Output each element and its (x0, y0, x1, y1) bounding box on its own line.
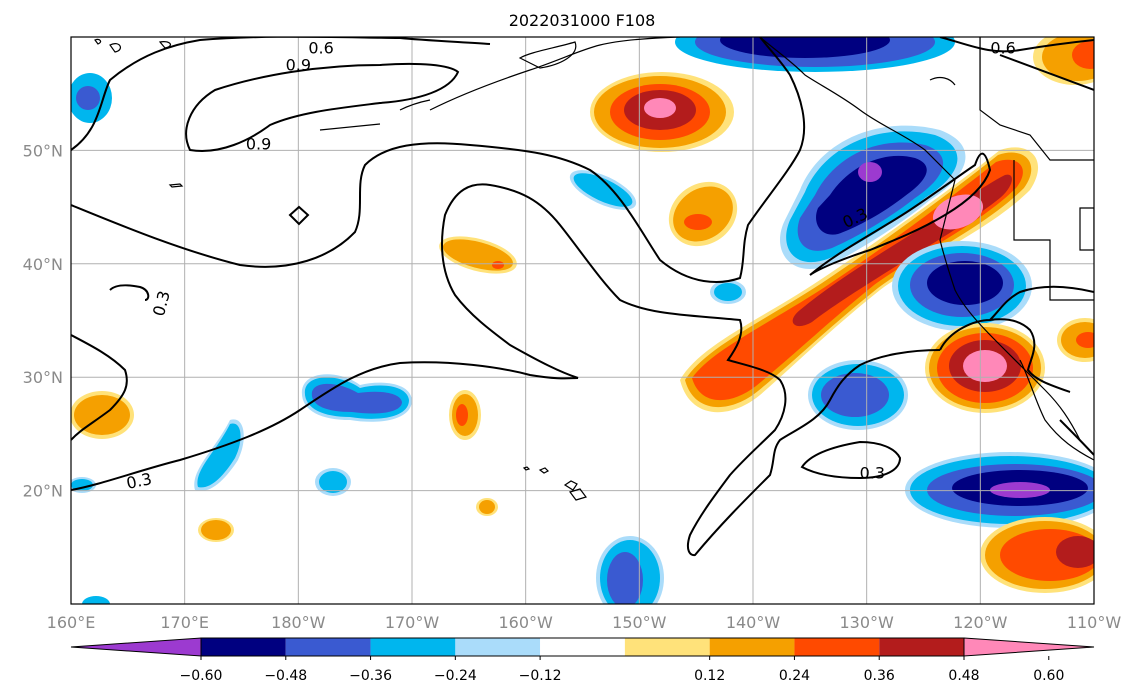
pos-anomaly-east-small (1057, 318, 1094, 362)
neg-anomaly-aleutian-west (71, 73, 112, 123)
coastlines (94, 37, 1094, 501)
y-tick-label: 20°N (23, 482, 63, 501)
colorbar-segment (70, 637, 202, 657)
neg-anomaly-gulf-alaska-north (675, 37, 955, 72)
contour-label: 0.9 (286, 55, 311, 74)
gridlines (71, 37, 1094, 604)
neg-anomaly-northeast-pacific (780, 125, 966, 269)
colorbar-segment (794, 638, 880, 656)
pos-anomaly-tropical-east (980, 517, 1094, 593)
contour-lines (71, 37, 1094, 557)
pos-anomaly-small-north (668, 181, 738, 247)
colorbar-frame (200, 637, 965, 657)
x-tick-label: 160°W (498, 613, 553, 632)
contour-label: 0.3 (125, 469, 154, 493)
contour-label: 0.6 (308, 38, 333, 57)
x-tick-label: 120°W (953, 613, 1008, 632)
colorbar: −0.60 −0.48 −0.36 −0.24 −0.12 0.12 0.24 0.36 0.4… (70, 637, 1095, 684)
colorbar-tick-label: 0.60 (1033, 668, 1064, 684)
colorbar-segment (709, 638, 795, 656)
shaded-anomalies (71, 37, 1094, 604)
neg-anomaly-tiny (710, 280, 746, 304)
colorbar-tick-label: −0.60 (180, 668, 223, 684)
x-tick-label: 110°W (1067, 613, 1122, 632)
colorbar-segment (285, 638, 371, 656)
pos-anomaly-tiny-west (198, 518, 234, 542)
colorbar-tick-label: 0.48 (948, 668, 979, 684)
colorbar-tick-label: −0.48 (264, 668, 307, 684)
colorbar-tick-label: −0.24 (434, 668, 477, 684)
x-tick-label: 170°E (160, 613, 209, 632)
x-tick-label: 140°W (726, 613, 781, 632)
neg-anomaly-central-pacific (301, 374, 412, 422)
contour-labels: 0.60.90.90.30.3 0.30.30.6 (125, 38, 1016, 493)
pos-anomaly-california-south (925, 323, 1045, 413)
colorbar-tick-label: −0.36 (349, 668, 392, 684)
colorbar-segment (963, 637, 1095, 657)
colorbar-tick-label: 0.24 (779, 668, 810, 684)
pos-anomaly-mid-west (439, 236, 517, 274)
contour-label: 0.6 (990, 38, 1015, 57)
x-tick-label: 150°W (612, 613, 667, 632)
neg-anomaly-tropical-east (905, 452, 1094, 528)
neg-anomaly-west-streak (194, 419, 244, 491)
neg-anomaly-subtropical-east (808, 360, 908, 430)
map-area: 0.60.90.90.30.3 0.30.30.6 (71, 37, 1094, 604)
y-tick-label: 30°N (23, 368, 63, 387)
plot-title: 2022031000 F108 (509, 11, 656, 30)
colorbar-segment (201, 638, 286, 656)
x-axis-ticks: 160°E 170°E 180°W 170°W 160°W 150°W 140°W 130°W… (47, 613, 1122, 632)
contour-label: 0.9 (246, 135, 271, 154)
pos-anomaly-north-pacific (590, 72, 734, 152)
colorbar-segment (540, 638, 625, 656)
neg-anomaly-small-north (569, 170, 637, 210)
map-frame (70, 36, 1095, 605)
neg-anomaly-south (596, 536, 664, 604)
x-tick-label: 130°W (839, 613, 894, 632)
neg-anomaly-california-north (892, 241, 1032, 331)
y-tick-label: 40°N (23, 255, 63, 274)
pos-anomaly-tiny-hawaii (476, 498, 498, 516)
y-axis-ticks: 20°N 30°N 40°N 50°N (23, 141, 63, 500)
x-tick-label: 160°E (47, 613, 96, 632)
colorbar-segment (624, 638, 710, 656)
colorbar-tick-label: −0.12 (519, 668, 562, 684)
x-tick-label: 170°W (385, 613, 440, 632)
pos-anomaly-near-hawaii (449, 390, 481, 440)
contour-label: 0.3 (149, 289, 174, 319)
colorbar-tick-label: 0.36 (864, 668, 895, 684)
neg-anomaly-sw-corner (71, 477, 110, 604)
colorbar-segment (455, 638, 541, 656)
x-tick-label: 180°W (271, 613, 326, 632)
colorbar-segment (370, 638, 456, 656)
colorbar-tick-label: 0.12 (694, 668, 725, 684)
contour-label: 0.3 (860, 464, 885, 483)
y-tick-label: 50°N (23, 141, 63, 160)
neg-anomaly-tiny-west (315, 468, 351, 496)
colorbar-segment (879, 638, 964, 656)
